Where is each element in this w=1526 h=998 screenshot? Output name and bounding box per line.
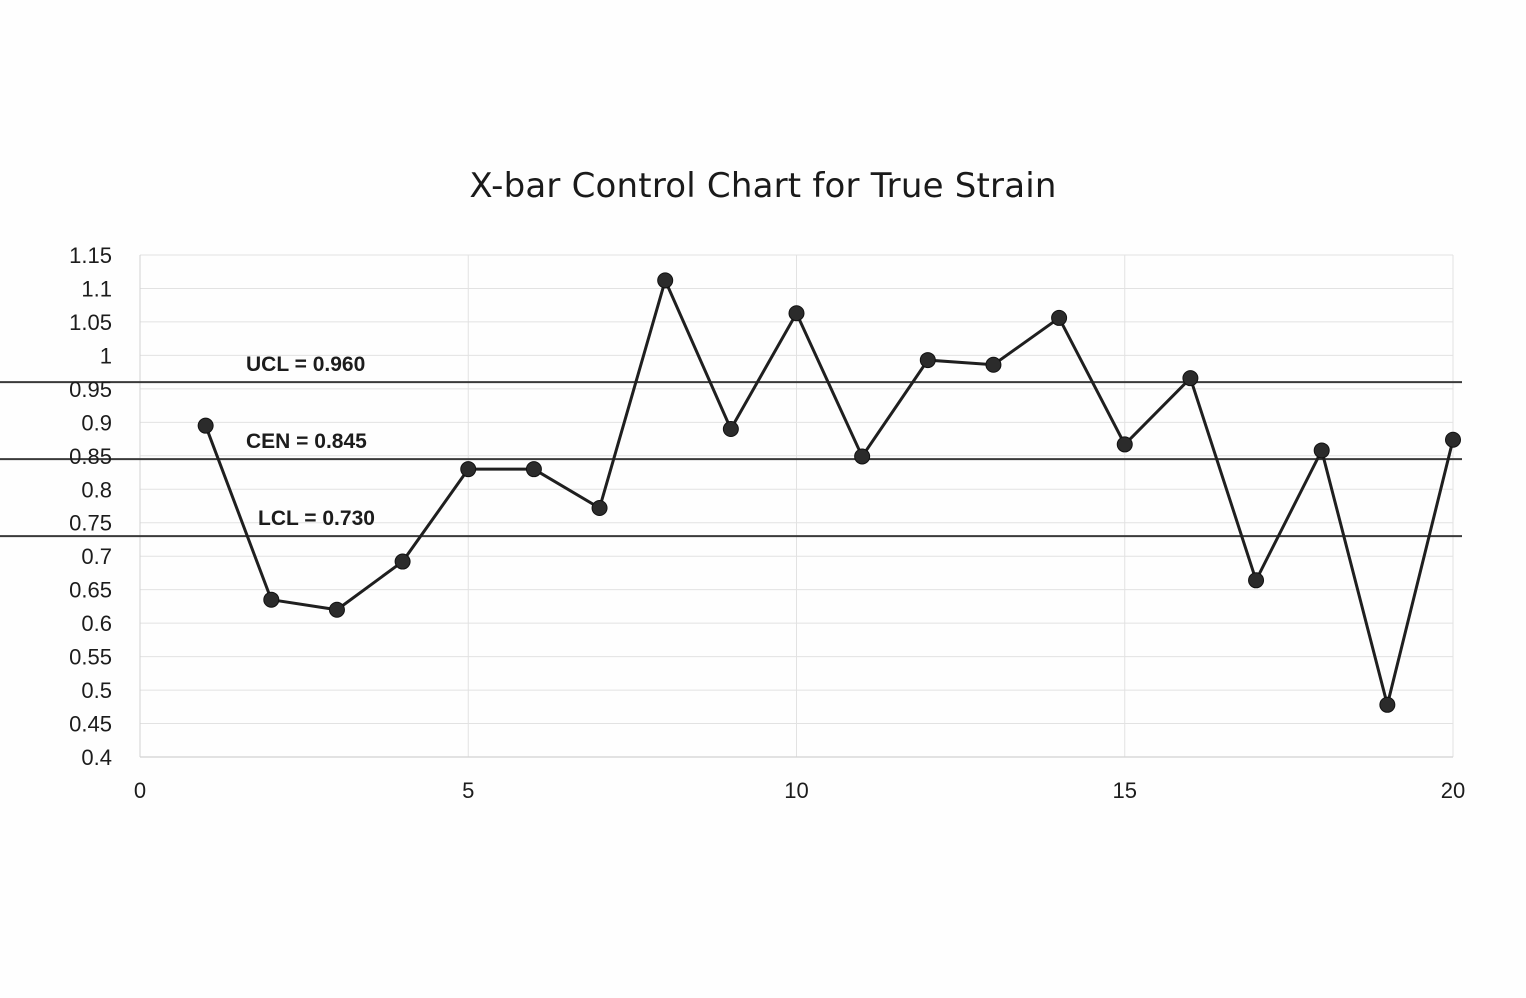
y-tick-label: 1.05 xyxy=(69,310,112,335)
series-layer xyxy=(197,272,1461,713)
data-point xyxy=(985,356,1002,373)
data-point xyxy=(197,417,214,434)
data-point xyxy=(394,553,411,570)
x-tick-label: 10 xyxy=(784,778,808,803)
data-point xyxy=(328,601,345,618)
data-point xyxy=(854,448,871,465)
data-point xyxy=(1182,370,1199,387)
y-tick-label: 0.8 xyxy=(81,477,112,502)
y-tick-label: 0.95 xyxy=(69,377,112,402)
y-tick-label: 0.75 xyxy=(69,511,112,536)
data-point xyxy=(1379,696,1396,713)
data-point xyxy=(1051,309,1068,326)
y-tick-label: 0.4 xyxy=(81,745,112,770)
y-tick-label: 0.45 xyxy=(69,712,112,737)
x-tick-label: 0 xyxy=(134,778,146,803)
chart-title: X-bar Control Chart for True Strain xyxy=(469,166,1057,206)
y-tick-label: 0.9 xyxy=(81,410,112,435)
data-point xyxy=(460,461,477,478)
x-tick-label: 15 xyxy=(1113,778,1137,803)
data-point xyxy=(1248,572,1265,589)
y-tick-label: 0.7 xyxy=(81,544,112,569)
series-line xyxy=(204,276,1455,706)
control-limit-label: UCL = 0.960 xyxy=(246,353,365,376)
data-point xyxy=(788,305,805,322)
data-point xyxy=(1445,431,1461,448)
control-limits-layer xyxy=(0,381,1462,538)
y-tick-label: 0.6 xyxy=(81,611,112,636)
tick-labels-layer: 0.4 0.45 0.5 0.55 0.6 0.65 0.7 0.75 0.8 0.85 0.9 0.… xyxy=(69,243,1465,803)
data-point xyxy=(263,591,280,608)
data-point xyxy=(525,461,542,478)
y-tick-label: 0.85 xyxy=(69,444,112,469)
data-point xyxy=(919,352,936,369)
x-tick-label: 5 xyxy=(462,778,474,803)
data-point xyxy=(722,421,739,438)
y-tick-label: 0.55 xyxy=(69,645,112,670)
grid-layer xyxy=(139,254,1454,758)
y-tick-label: 0.5 xyxy=(81,678,112,703)
y-tick-label: 0.65 xyxy=(69,578,112,603)
control-limit-label: CEN = 0.845 xyxy=(246,430,367,453)
y-tick-label: 1.1 xyxy=(81,276,112,301)
data-point xyxy=(1116,436,1133,453)
data-point xyxy=(657,272,674,289)
data-point xyxy=(1313,442,1330,459)
control-limit-label: LCL = 0.730 xyxy=(258,507,375,530)
x-tick-label: 20 xyxy=(1441,778,1465,803)
y-tick-label: 1.15 xyxy=(69,243,112,268)
data-point xyxy=(591,500,608,517)
y-tick-label: 1 xyxy=(100,343,112,368)
